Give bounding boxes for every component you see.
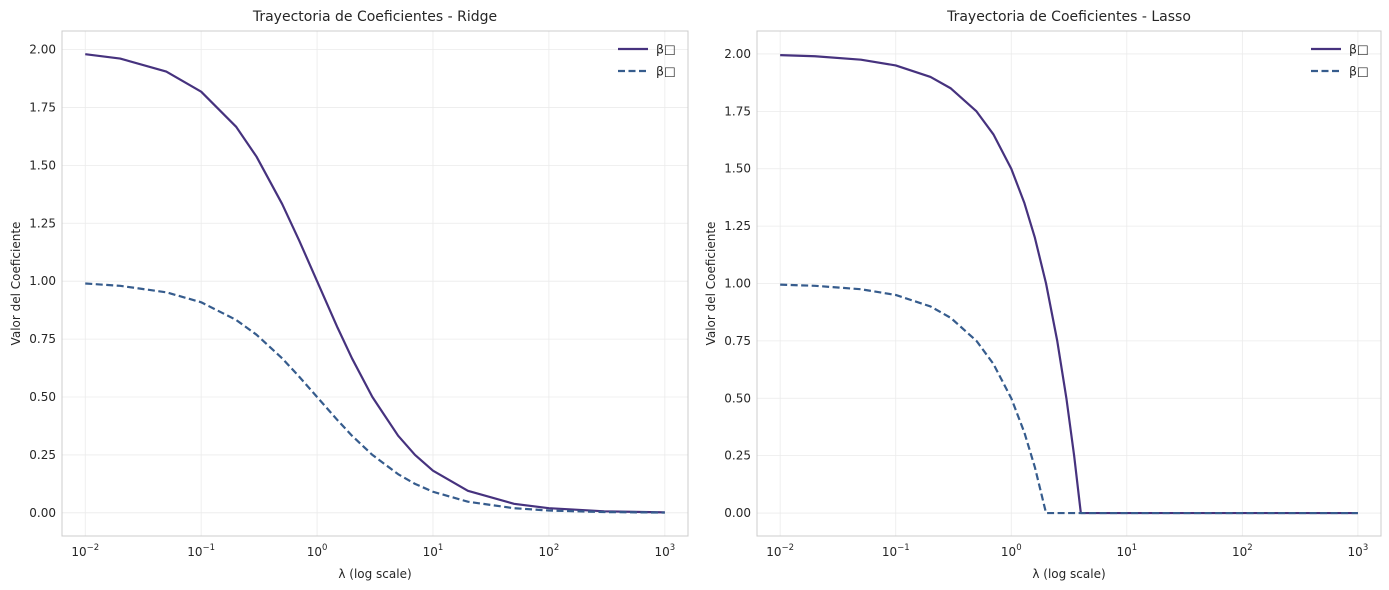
legend-label-2: β□ bbox=[1349, 64, 1369, 79]
y-axis-label: Valor del Coeficiente bbox=[704, 222, 718, 346]
series-line-2 bbox=[780, 283, 1358, 515]
x-tick-label: 103 bbox=[654, 543, 675, 559]
y-tick-label: 0.75 bbox=[29, 332, 56, 346]
y-tick-label: 1.50 bbox=[29, 158, 56, 172]
y-tick-label: 1.75 bbox=[29, 100, 56, 114]
y-tick-label: 0.75 bbox=[724, 334, 751, 348]
y-tick-label: 0.50 bbox=[29, 390, 56, 404]
legend-label-1: β□ bbox=[1349, 42, 1369, 57]
chart-ridge: 10−2 10−1 100 101 102 103 0.00 0.25 0.50 0.75 1.00… bbox=[9, 9, 689, 581]
y-tick-label: 0.00 bbox=[724, 506, 751, 520]
y-tick-label: 1.00 bbox=[29, 274, 56, 288]
y-tick-label: 0.25 bbox=[724, 449, 751, 463]
legend-label-1: β□ bbox=[656, 42, 676, 57]
x-tick-label: 101 bbox=[423, 543, 444, 559]
plot-frame bbox=[61, 30, 689, 537]
series-line-1 bbox=[780, 54, 1358, 515]
x-tick-label: 100 bbox=[1001, 543, 1022, 559]
x-tick-label: 10−2 bbox=[71, 543, 99, 559]
x-axis-label: λ (log scale) bbox=[338, 567, 411, 581]
y-tick-label: 2.00 bbox=[724, 47, 751, 61]
y-tick-label: 1.50 bbox=[724, 162, 751, 176]
x-tick-label: 10−1 bbox=[882, 543, 910, 559]
y-tick-label: 2.00 bbox=[29, 43, 56, 57]
x-tick-label: 102 bbox=[539, 543, 560, 559]
series-line-2 bbox=[85, 282, 665, 514]
y-tick-label: 0.50 bbox=[724, 391, 751, 405]
y-tick-label: 1.25 bbox=[29, 216, 56, 230]
chart-title: Trayectoria de Coeficientes - Ridge bbox=[252, 9, 497, 25]
y-tick-label: 1.00 bbox=[724, 277, 751, 291]
x-axis-label: λ (log scale) bbox=[1032, 567, 1105, 581]
x-tick-label: 102 bbox=[1232, 543, 1253, 559]
y-tick-label: 0.00 bbox=[29, 506, 56, 520]
chart-lasso: 10−2 10−1 100 101 102 103 0.00 0.25 0.50 0.75 1.00… bbox=[704, 9, 1382, 581]
x-tick-label: 101 bbox=[1116, 543, 1137, 559]
x-tick-label: 100 bbox=[307, 543, 328, 559]
series-line-1 bbox=[85, 53, 665, 514]
legend-label-2: β□ bbox=[656, 64, 676, 79]
x-tick-label: 10−2 bbox=[766, 543, 794, 559]
x-tick-label: 10−1 bbox=[187, 543, 215, 559]
plot-frame bbox=[756, 30, 1382, 537]
y-tick-label: 1.75 bbox=[724, 104, 751, 118]
y-tick-label: 1.25 bbox=[724, 219, 751, 233]
x-tick-label: 103 bbox=[1348, 543, 1369, 559]
chart-title: Trayectoria de Coeficientes - Lasso bbox=[946, 9, 1191, 25]
y-tick-label: 0.25 bbox=[29, 448, 56, 462]
y-axis-label: Valor del Coeficiente bbox=[9, 222, 23, 346]
